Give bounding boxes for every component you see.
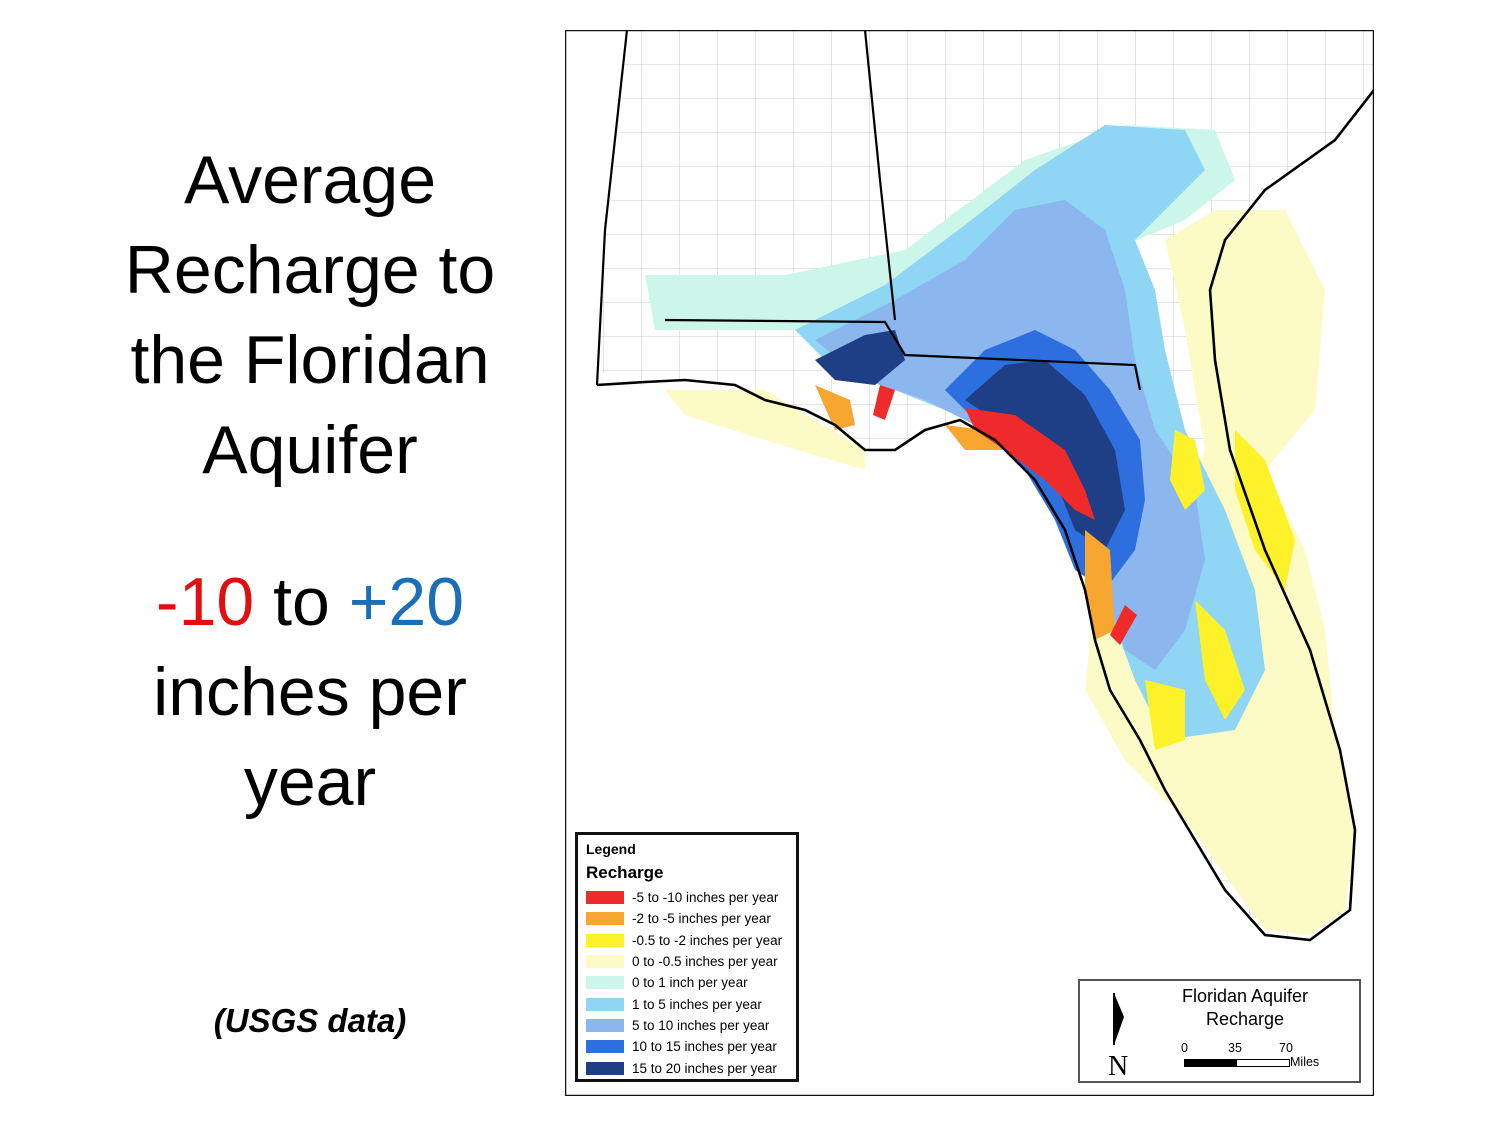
legend-item: 15 to 20 inches per year [586,1057,788,1078]
legend-swatch [586,1018,624,1032]
map-title-line: Floridan Aquifer [1181,986,1309,1006]
map-title: Floridan Aquifer Recharge [1150,985,1340,1031]
legend-item: 0 to 1 inch per year [586,972,788,993]
legend-swatch [586,1040,624,1054]
legend-swatch [586,1061,624,1075]
north-arrow-icon: N [1108,993,1128,1079]
range-to: to [254,564,349,640]
coastline [596,89,1374,942]
map-canvas [565,30,1374,1096]
slide-title: Average Recharge to the Floridan Aquifer [60,135,560,495]
svg-text:N: N [1108,1051,1128,1079]
scale-bar [1184,1059,1290,1067]
legend-item: 0 to -0.5 inches per year [586,951,788,972]
legend-label: 10 to 15 inches per year [632,1039,777,1055]
legend-label: 5 to 10 inches per year [632,1017,770,1033]
recharge-range: -10 to +20 inches per year [60,557,560,827]
range-unit: inches per [153,654,467,730]
map-legend: Legend Recharge -5 to -10 inches per yea… [575,832,799,1082]
zone-15-to-20 [815,330,1125,550]
legend-label: -2 to -5 inches per year [632,911,771,927]
legend-label: -0.5 to -2 inches per year [632,932,783,948]
recharge-map [565,30,1374,1096]
legend-swatch [586,955,624,969]
legend-swatch [586,997,624,1011]
title-line: the Floridan [130,322,490,398]
scale-label: 70 [1279,1041,1293,1055]
zone-neg-2-to-5 [815,385,1115,640]
scale-label: 35 [1228,1041,1242,1055]
zone-neg-0-5-to-2 [1145,430,1295,750]
legend-label: 1 to 5 inches per year [632,996,762,1012]
legend-item: 1 to 5 inches per year [586,993,788,1014]
legend-label: -5 to -10 inches per year [632,890,779,906]
legend-item: -0.5 to -2 inches per year [586,930,788,951]
legend-heading: Legend [586,841,636,857]
legend-subheading: Recharge [586,863,664,882]
legend-swatch [586,891,624,905]
range-unit: year [243,744,377,820]
title-line: Aquifer [202,412,418,488]
legend-item: -5 to -10 inches per year [586,887,788,908]
map-title-box: N Floridan Aquifer Recharge 0 35 70 Mile… [1078,979,1361,1083]
title-line: Average [183,142,437,218]
legend-label: 15 to 20 inches per year [632,1060,777,1076]
data-source: (USGS data) [213,1002,407,1039]
legend-item: 5 to 10 inches per year [586,1015,788,1036]
title-line: Recharge to [124,232,496,308]
zone-neg-5-to-10 [873,385,1137,645]
scale-label: 0 [1181,1041,1188,1055]
legend-label: 0 to -0.5 inches per year [632,954,778,970]
legend-label: 0 to 1 inch per year [632,975,748,991]
legend-swatch [586,976,624,990]
legend-swatch [586,933,624,947]
legend-item: -2 to -5 inches per year [586,908,788,929]
scale-unit: Miles [1290,1055,1320,1069]
range-min: -10 [155,564,255,640]
range-max: +20 [348,564,465,640]
legend-swatch [586,912,624,926]
map-title-line: Recharge [1205,1009,1285,1029]
legend-item: 10 to 15 inches per year [586,1036,788,1057]
slide-title-block: Average Recharge to the Floridan Aquifer… [60,135,560,827]
